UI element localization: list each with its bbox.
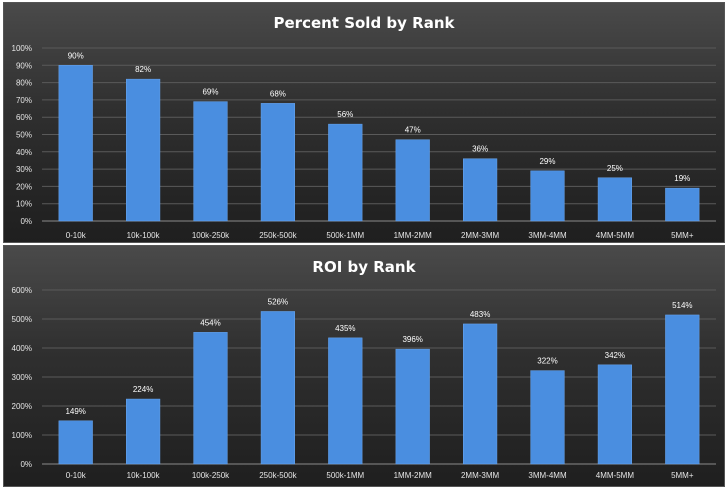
chart-title: ROI by Rank [312,258,416,276]
roi-chart: ROI by Rank 0% 100% 200% 300% 400% 500% 600% 1… [12,258,716,480]
data-label: 47% [405,126,421,135]
data-label: 526% [268,297,288,306]
y-tick-label: 30% [16,165,32,174]
data-label: 483% [470,310,490,319]
x-tick-label: 100k-250k [192,471,230,480]
bar [260,103,295,222]
bar [463,323,498,465]
bar [395,348,430,465]
roi-chart-panel: ROI by Rank 0% 100% 200% 300% 400% 500% 600% 1… [3,245,725,487]
data-label: 69% [202,88,218,97]
x-tick-label: 1MM-2MM [394,471,433,480]
data-label: 322% [537,357,557,366]
data-label: 224% [133,385,153,394]
y-tick-label: 50% [16,131,32,140]
data-label: 68% [270,89,286,98]
data-label: 19% [674,174,690,183]
y-tick-label: 60% [16,113,32,122]
bar [328,337,363,465]
data-label: 454% [200,318,220,327]
bar [328,123,363,222]
data-label: 396% [402,335,422,344]
bar [126,78,161,222]
y-tick-label: 90% [16,61,32,70]
bar [193,101,228,222]
chart-title: Percent Sold by Rank [274,14,456,32]
bar [126,398,161,465]
x-tick-label: 3MM-4MM [528,231,567,240]
bar [395,139,430,222]
x-tick-label: 250k-500k [259,231,297,240]
data-label: 435% [335,324,355,333]
x-tick-label: 10k-100k [127,471,161,480]
y-tick-label: 0% [20,460,32,469]
bar [665,314,700,465]
bar [530,370,565,465]
bar [530,170,565,222]
data-label: 29% [539,157,555,166]
data-label: 25% [607,164,623,173]
percent-sold-chart-panel: Percent Sold by Rank 0% 10% 20% 30% 40% 50% 60… [3,2,725,243]
x-tick-label: 4MM-5MM [596,471,635,480]
x-tick-label: 2MM-3MM [461,231,500,240]
x-tick-label: 10k-100k [127,231,161,240]
data-label: 90% [68,51,84,60]
y-tick-label: 300% [12,373,32,382]
data-label: 56% [337,110,353,119]
data-label: 36% [472,145,488,154]
bar [58,420,93,465]
x-tick-label: 250k-500k [259,471,297,480]
data-label: 82% [135,65,151,74]
bar [463,158,498,222]
y-tick-label: 500% [12,315,32,324]
y-tick-label: 10% [16,200,32,209]
percent-sold-chart: Percent Sold by Rank 0% 10% 20% 30% 40% 50% 60… [12,14,716,240]
x-tick-label: 1MM-2MM [394,231,433,240]
bar [665,187,700,222]
x-tick-label: 3MM-4MM [528,471,567,480]
y-tick-label: 20% [16,182,32,191]
y-tick-label: 100% [12,431,32,440]
y-tick-label: 80% [16,79,32,88]
x-tick-label: 5MM+ [671,471,694,480]
x-tick-label: 4MM-5MM [596,231,635,240]
y-tick-label: 400% [12,344,32,353]
y-tick-label: 70% [16,96,32,105]
data-label: 342% [605,351,625,360]
data-label: 149% [65,407,85,416]
bar [193,332,228,465]
y-tick-label: 100% [12,44,32,53]
y-tick-label: 600% [12,286,32,295]
x-tick-label: 500k-1MM [326,231,364,240]
x-tick-label: 2MM-3MM [461,471,500,480]
x-tick-label: 0-10k [66,471,87,480]
y-tick-label: 0% [20,217,32,226]
bar [597,364,632,465]
y-tick-label: 200% [12,402,32,411]
x-tick-label: 100k-250k [192,231,230,240]
x-tick-label: 5MM+ [671,231,694,240]
x-tick-label: 500k-1MM [326,471,364,480]
bar [58,65,93,222]
x-tick-label: 0-10k [66,231,87,240]
y-tick-label: 40% [16,148,32,157]
data-label: 514% [672,301,692,310]
bar [260,311,295,465]
bar [597,177,632,222]
